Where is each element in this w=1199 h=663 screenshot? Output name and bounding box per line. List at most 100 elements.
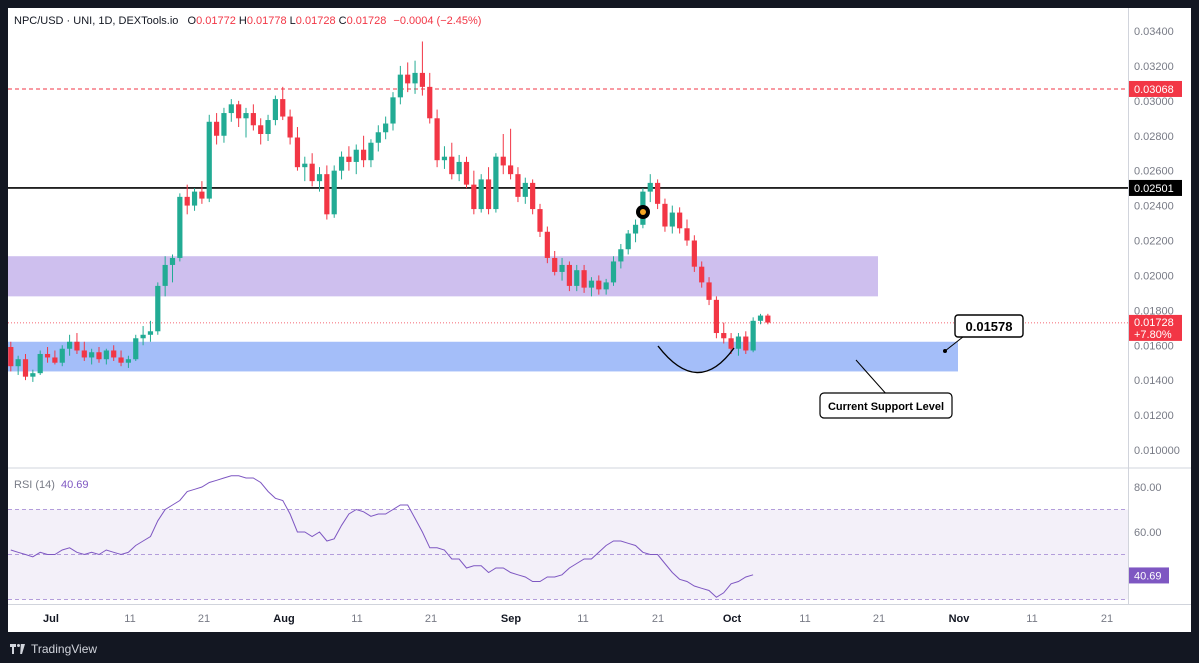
candle[interactable] bbox=[574, 264, 580, 292]
candle[interactable] bbox=[625, 230, 631, 255]
candle[interactable] bbox=[15, 355, 21, 375]
candle[interactable] bbox=[103, 348, 109, 365]
candle[interactable] bbox=[287, 109, 293, 145]
candle[interactable] bbox=[427, 72, 433, 124]
candle[interactable] bbox=[397, 65, 403, 105]
candle[interactable] bbox=[757, 313, 764, 325]
candle[interactable] bbox=[361, 135, 367, 168]
candle[interactable] bbox=[169, 254, 176, 283]
candle[interactable] bbox=[434, 109, 440, 168]
candle[interactable] bbox=[713, 296, 719, 339]
rsi-line[interactable] bbox=[10, 475, 754, 598]
candle[interactable] bbox=[177, 193, 183, 262]
candle[interactable] bbox=[331, 165, 337, 218]
candle[interactable] bbox=[728, 333, 734, 354]
candle[interactable] bbox=[463, 156, 470, 189]
candle[interactable] bbox=[383, 116, 389, 140]
candle[interactable] bbox=[140, 326, 146, 346]
candle[interactable] bbox=[155, 282, 161, 335]
price-callout-box[interactable] bbox=[954, 314, 1024, 338]
candle[interactable] bbox=[258, 118, 264, 145]
candle[interactable] bbox=[111, 345, 117, 361]
candle[interactable] bbox=[721, 322, 727, 344]
candle[interactable] bbox=[44, 346, 51, 363]
candle[interactable] bbox=[22, 353, 29, 381]
candle[interactable] bbox=[147, 320, 154, 342]
candle[interactable] bbox=[250, 104, 256, 131]
candle[interactable] bbox=[500, 134, 506, 175]
candle[interactable] bbox=[456, 154, 462, 182]
candle[interactable] bbox=[485, 167, 492, 215]
candle[interactable] bbox=[338, 151, 345, 180]
candle[interactable] bbox=[162, 256, 168, 297]
candle[interactable] bbox=[618, 243, 624, 269]
support-zone[interactable] bbox=[8, 341, 958, 372]
candle[interactable] bbox=[353, 144, 359, 175]
candle[interactable] bbox=[449, 142, 455, 180]
candle[interactable] bbox=[8, 341, 14, 372]
candle[interactable] bbox=[559, 257, 565, 281]
candle[interactable] bbox=[669, 205, 675, 234]
candle[interactable] bbox=[684, 219, 690, 246]
candle[interactable] bbox=[199, 181, 205, 204]
candle[interactable] bbox=[81, 341, 87, 361]
candle[interactable] bbox=[52, 350, 58, 365]
candle[interactable] bbox=[735, 333, 742, 356]
candle[interactable] bbox=[316, 167, 323, 192]
candle[interactable] bbox=[530, 179, 536, 215]
candle[interactable] bbox=[221, 107, 227, 143]
candle[interactable] bbox=[537, 203, 543, 238]
candle[interactable] bbox=[243, 107, 249, 138]
candle[interactable] bbox=[508, 128, 514, 180]
candle[interactable] bbox=[610, 256, 617, 286]
candle[interactable] bbox=[419, 41, 425, 96]
candle[interactable] bbox=[236, 100, 242, 128]
candle[interactable] bbox=[30, 369, 36, 382]
candle[interactable] bbox=[662, 198, 668, 232]
candle[interactable] bbox=[206, 114, 212, 203]
candle[interactable] bbox=[265, 114, 271, 141]
candle[interactable] bbox=[765, 313, 771, 325]
candle[interactable] bbox=[699, 261, 705, 288]
candle[interactable] bbox=[294, 127, 301, 171]
chart-canvas[interactable]: 0.03400 0.03200 0.03000 0.02800 0.02600 0.024… bbox=[8, 8, 1191, 632]
candle[interactable] bbox=[544, 226, 550, 264]
candle[interactable] bbox=[522, 177, 528, 204]
candle[interactable] bbox=[632, 219, 639, 243]
candle[interactable] bbox=[59, 345, 65, 367]
candle[interactable] bbox=[191, 188, 198, 211]
candle[interactable] bbox=[280, 86, 286, 121]
candle[interactable] bbox=[89, 348, 95, 365]
candle[interactable] bbox=[37, 350, 43, 375]
candle[interactable] bbox=[133, 334, 139, 361]
candle[interactable] bbox=[743, 331, 749, 354]
candle[interactable] bbox=[647, 174, 653, 203]
candle[interactable] bbox=[324, 165, 330, 220]
candle[interactable] bbox=[405, 62, 411, 93]
candle[interactable] bbox=[74, 333, 80, 354]
candle[interactable] bbox=[677, 207, 683, 234]
resistance-zone[interactable] bbox=[8, 256, 878, 297]
candle[interactable] bbox=[375, 125, 381, 152]
candle[interactable] bbox=[368, 139, 374, 168]
candle[interactable] bbox=[552, 250, 558, 276]
candle[interactable] bbox=[309, 153, 315, 187]
candle[interactable] bbox=[566, 261, 572, 292]
rounded-bottom-curve[interactable] bbox=[657, 345, 735, 374]
candle[interactable] bbox=[302, 156, 308, 182]
candle[interactable] bbox=[655, 179, 661, 210]
candle[interactable] bbox=[596, 275, 602, 295]
candle[interactable] bbox=[412, 60, 418, 94]
candle[interactable] bbox=[214, 113, 220, 145]
candle[interactable] bbox=[118, 350, 124, 367]
candle[interactable] bbox=[750, 317, 756, 353]
footer-brand[interactable]: TradingView bbox=[10, 641, 97, 657]
candle[interactable] bbox=[706, 277, 712, 306]
candle[interactable] bbox=[493, 153, 499, 213]
candle[interactable] bbox=[581, 264, 587, 293]
support-callout-box[interactable] bbox=[819, 392, 953, 419]
candle[interactable] bbox=[691, 235, 697, 272]
candle[interactable] bbox=[515, 167, 521, 203]
candle[interactable] bbox=[441, 146, 448, 169]
candle[interactable] bbox=[390, 92, 396, 131]
